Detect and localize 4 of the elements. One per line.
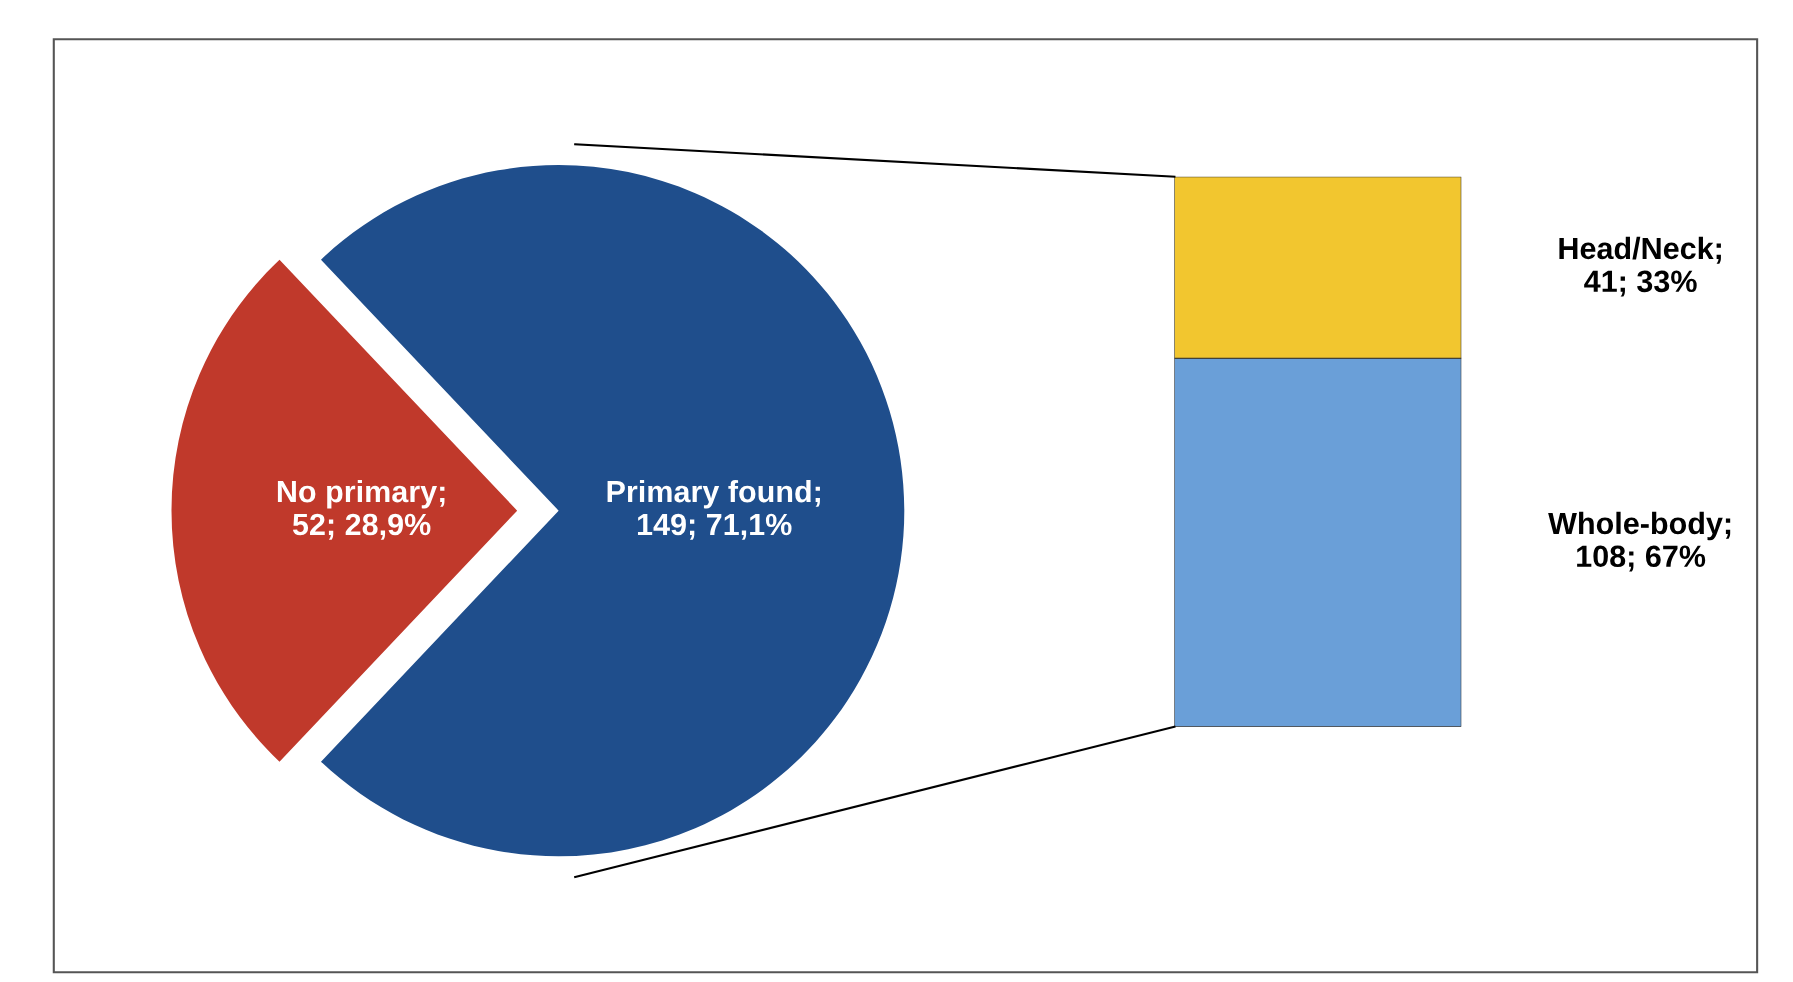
text: Whole-body; 108; 67%	[1548, 511, 1731, 572]
text: Head/Neck; 41; 33%	[1559, 236, 1721, 297]
slice-label: Primary found; 149; 71,1%	[607, 479, 820, 540]
slice-label: No primary; 52; 28,9%	[277, 479, 445, 540]
